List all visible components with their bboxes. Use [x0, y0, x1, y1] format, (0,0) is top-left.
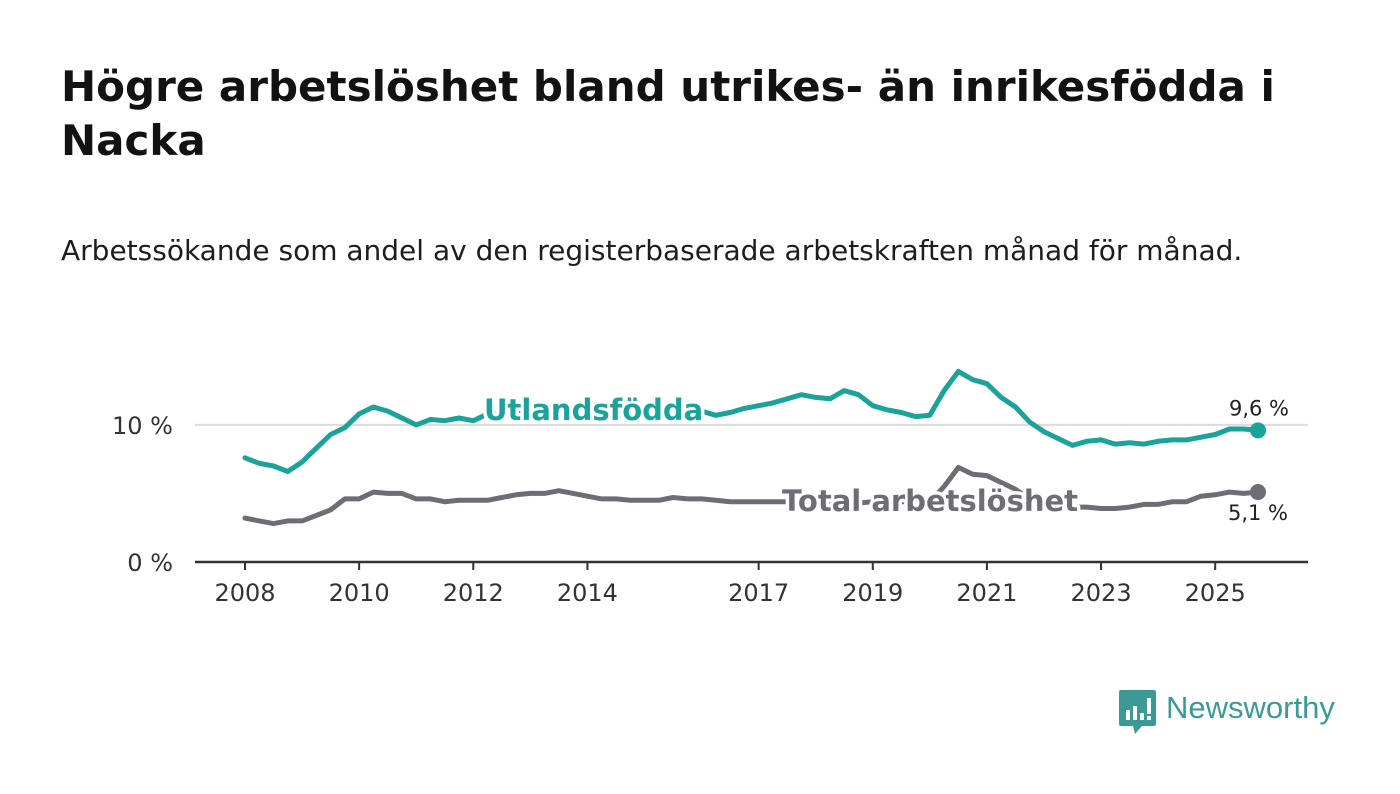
series-label-utlandsfodda: Utlandsfödda — [484, 393, 703, 427]
x-tick-label: 2019 — [842, 579, 903, 607]
x-tick-label: 2014 — [557, 579, 618, 607]
x-tick-label: 2012 — [443, 579, 504, 607]
x-tick-label: 2008 — [214, 579, 275, 607]
end-value-label-total: 5,1 % — [1228, 501, 1288, 525]
series-line-total-arbetsloshet — [242, 464, 1261, 527]
brand-name: Newsworthy — [1166, 690, 1335, 725]
newsworthy-icon — [1119, 690, 1156, 734]
series-label-total-arbetsloshet: Total arbetslöshet — [782, 484, 1078, 518]
series-end-point-total-arbetsloshet — [1250, 484, 1266, 501]
end-value-label-utlandsfodda: 9,6 % — [1229, 396, 1289, 420]
series — [242, 368, 1266, 527]
x-tick-label: 2017 — [728, 579, 789, 607]
x-tick-label: 2021 — [956, 579, 1017, 607]
series-end-point-utlandsfodda — [1250, 422, 1266, 439]
x-tick-label: 2025 — [1185, 579, 1246, 607]
y-tick-label: 0 % — [127, 549, 173, 577]
series-line-utlandsfodda — [242, 368, 1261, 474]
newsworthy-logo: Newsworthy — [1118, 688, 1348, 736]
axes: 0 % 10 % 2008 2010 2012 2014 2017 2019 2021 2023 2… — [112, 412, 1308, 607]
y-tick-label: 10 % — [112, 412, 173, 440]
x-tick-label: 2023 — [1071, 579, 1132, 607]
chart-title: Högre arbetslöshet bland utrikes- än inr… — [61, 62, 1275, 165]
labels: Utlandsfödda Total arbetslöshet 9,6 % 5,1 % — [481, 390, 1292, 528]
x-tick-label: 2010 — [329, 579, 390, 607]
chart-subtitle: Arbetssökande som andel av den registerb… — [61, 234, 1243, 267]
